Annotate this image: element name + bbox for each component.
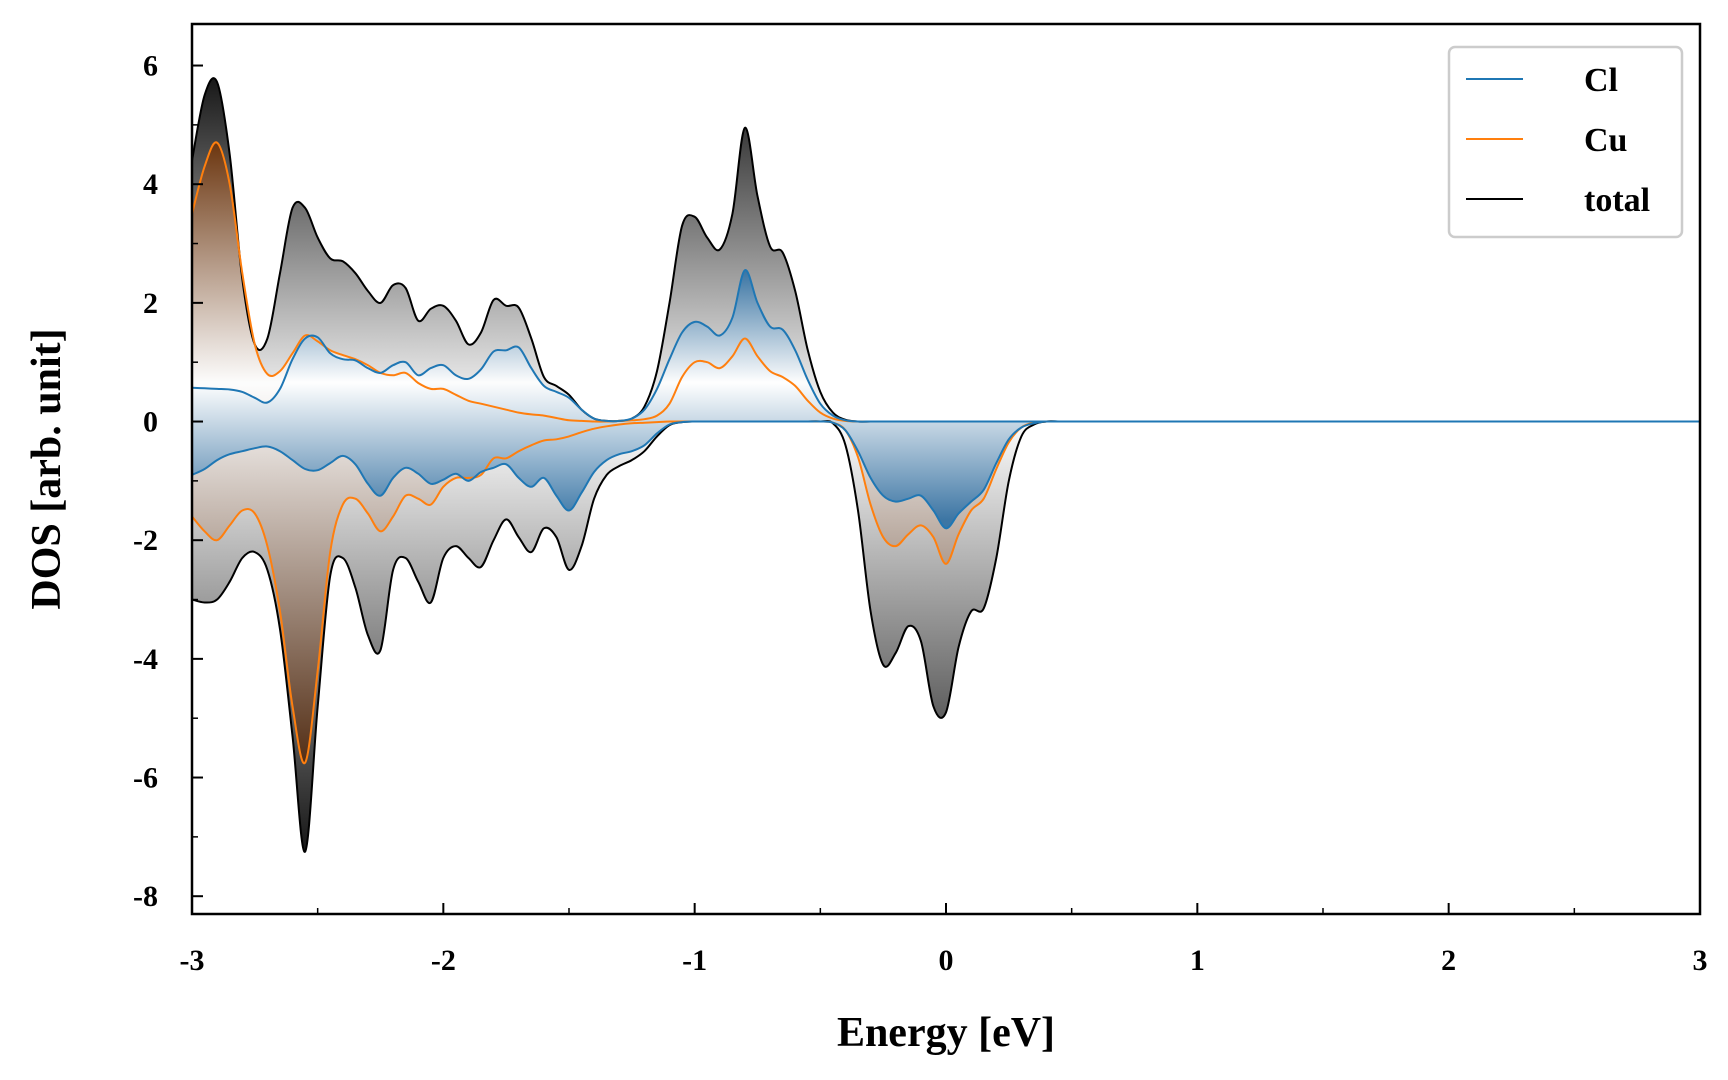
y-tick-label: -6 xyxy=(133,762,158,795)
y-tick-label: 4 xyxy=(143,168,158,201)
x-tick-label: 2 xyxy=(1441,944,1456,977)
legend-box xyxy=(1447,45,1684,239)
x-tick-label: -2 xyxy=(431,944,456,977)
area-total-spin-down xyxy=(192,421,1700,852)
x-axis: -3 -2 -1 0 1 2 3 xyxy=(180,903,1708,977)
line-cl-spin-up xyxy=(192,269,1700,423)
line-cl-spin-down xyxy=(192,420,1700,530)
x-tick-label: 1 xyxy=(1190,944,1205,977)
y-tick-label: 6 xyxy=(143,50,158,83)
x-tick-label: 0 xyxy=(939,944,954,977)
area-cl-spin-down xyxy=(192,421,1700,529)
line-cu-spin-down xyxy=(192,420,1700,765)
y-tick-label: -8 xyxy=(133,880,158,913)
legend-label-total: total xyxy=(1584,182,1650,219)
y-tick-label: 2 xyxy=(143,287,158,320)
area-cl-spin-up xyxy=(192,270,1700,422)
legend-label-cu: Cu xyxy=(1584,122,1627,159)
x-tick-label: -1 xyxy=(682,944,707,977)
legend-label-cl: Cl xyxy=(1584,62,1618,99)
y-axis-label: DOS [arb. unit] xyxy=(24,328,70,609)
legend: Cl Cu total xyxy=(1447,45,1684,239)
y-axis: -8 -6 -4 -2 0 2 4 6 xyxy=(133,50,203,913)
y-tick-label: 0 xyxy=(143,406,158,439)
x-tick-label: 3 xyxy=(1693,944,1708,977)
x-axis-label: Energy [eV] xyxy=(837,1010,1055,1056)
y-tick-label: -4 xyxy=(133,643,158,676)
dos-lines xyxy=(192,77,1700,853)
y-tick-label: -2 xyxy=(133,524,158,557)
x-tick-label: -3 xyxy=(180,944,205,977)
